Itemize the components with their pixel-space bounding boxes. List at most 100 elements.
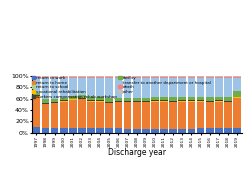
Bar: [32, 77, 40, 93]
Bar: [133, 102, 141, 129]
Bar: [197, 96, 204, 101]
Bar: [51, 128, 58, 133]
Bar: [187, 102, 195, 129]
Bar: [215, 101, 223, 102]
Bar: [215, 76, 223, 77]
Bar: [133, 129, 141, 133]
Bar: [51, 77, 58, 78]
Bar: [133, 98, 141, 101]
Bar: [124, 77, 131, 78]
Bar: [41, 99, 49, 103]
Bar: [206, 101, 214, 102]
Bar: [215, 102, 223, 128]
Bar: [224, 78, 232, 96]
Bar: [41, 77, 49, 78]
Bar: [233, 77, 241, 78]
Bar: [206, 96, 214, 101]
Bar: [197, 128, 204, 133]
Bar: [187, 101, 195, 102]
Bar: [160, 102, 168, 129]
Bar: [133, 78, 141, 98]
Bar: [142, 78, 150, 98]
Bar: [114, 77, 122, 78]
Bar: [187, 76, 195, 77]
Bar: [233, 98, 241, 128]
Bar: [142, 129, 150, 133]
Bar: [96, 101, 104, 102]
Bar: [114, 102, 122, 128]
Bar: [178, 96, 186, 101]
Bar: [169, 97, 177, 101]
Bar: [206, 128, 214, 133]
Bar: [233, 76, 241, 77]
Bar: [197, 77, 204, 78]
Bar: [133, 101, 141, 102]
Bar: [169, 77, 177, 78]
Bar: [78, 76, 86, 77]
Bar: [124, 101, 131, 102]
Bar: [41, 78, 49, 99]
Bar: [87, 76, 95, 77]
Bar: [233, 78, 241, 91]
Bar: [78, 98, 86, 99]
Bar: [105, 76, 113, 77]
Bar: [187, 78, 195, 96]
Bar: [51, 102, 58, 103]
Bar: [69, 99, 77, 100]
Bar: [105, 103, 113, 128]
Bar: [105, 77, 113, 78]
Bar: [197, 76, 204, 77]
Bar: [87, 102, 95, 128]
Bar: [151, 78, 159, 97]
Bar: [114, 76, 122, 77]
Bar: [96, 102, 104, 128]
Bar: [151, 77, 159, 78]
Bar: [187, 96, 195, 101]
Bar: [96, 76, 104, 77]
Bar: [105, 128, 113, 133]
Bar: [60, 98, 68, 101]
Bar: [187, 129, 195, 133]
Bar: [178, 76, 186, 77]
Bar: [69, 78, 77, 96]
Bar: [215, 77, 223, 78]
Bar: [233, 128, 241, 133]
Bar: [151, 76, 159, 77]
Bar: [224, 101, 232, 102]
Bar: [78, 77, 86, 78]
Bar: [197, 102, 204, 128]
Bar: [142, 101, 150, 102]
Bar: [160, 101, 168, 102]
Bar: [142, 77, 150, 78]
Bar: [224, 128, 232, 133]
Bar: [124, 78, 131, 98]
Bar: [51, 99, 58, 102]
Bar: [160, 77, 168, 78]
Bar: [233, 97, 241, 98]
Bar: [32, 76, 40, 77]
Bar: [215, 128, 223, 133]
Bar: [69, 76, 77, 77]
Bar: [60, 102, 68, 128]
Bar: [41, 76, 49, 77]
Bar: [41, 103, 49, 104]
Bar: [215, 78, 223, 96]
Bar: [105, 98, 113, 102]
Bar: [178, 101, 186, 102]
Bar: [60, 76, 68, 77]
Bar: [105, 102, 113, 103]
Bar: [60, 77, 68, 78]
Bar: [160, 129, 168, 133]
Bar: [69, 96, 77, 99]
Bar: [114, 128, 122, 133]
Bar: [78, 78, 86, 95]
Bar: [78, 99, 86, 128]
Bar: [178, 77, 186, 78]
Bar: [160, 97, 168, 101]
Bar: [51, 76, 58, 77]
Bar: [96, 97, 104, 101]
X-axis label: Discharge year: Discharge year: [108, 148, 166, 157]
Bar: [169, 102, 177, 129]
Bar: [60, 128, 68, 133]
Bar: [78, 128, 86, 133]
